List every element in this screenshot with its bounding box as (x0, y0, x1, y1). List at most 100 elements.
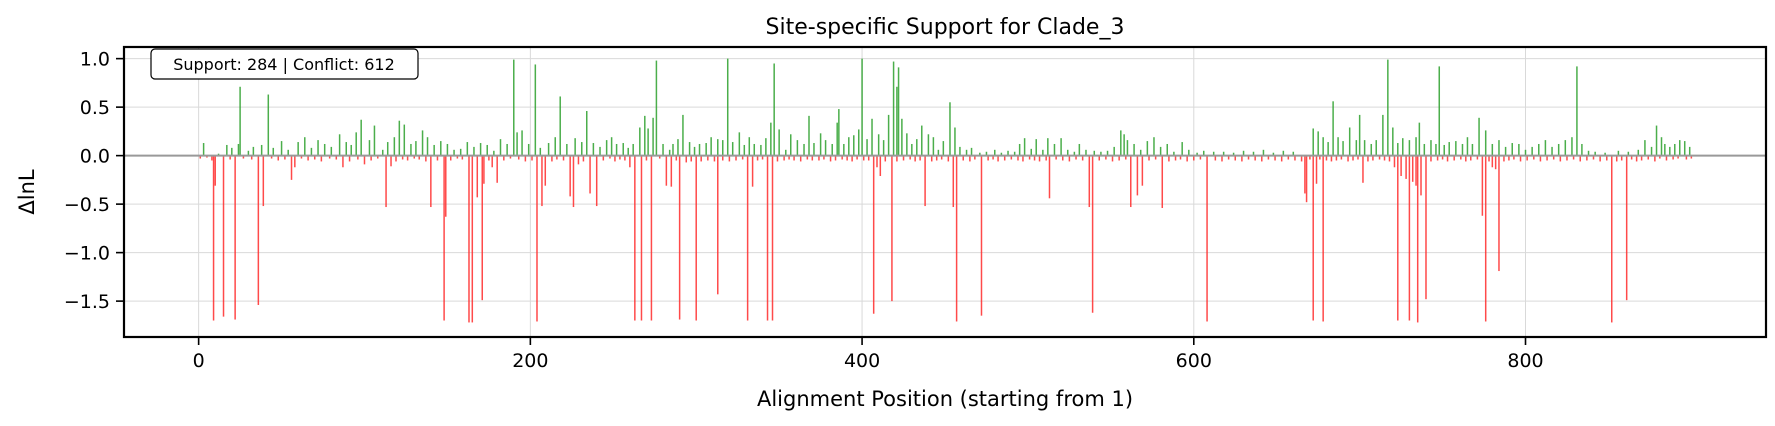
conflict-bar (722, 155, 724, 161)
conflict-bar (1620, 155, 1623, 161)
conflict-bar (1309, 155, 1311, 160)
conflict-bar (370, 155, 372, 161)
conflict-bar (413, 155, 415, 159)
conflict-bar (1367, 155, 1369, 162)
conflict-bar (645, 155, 648, 161)
support-bar (1392, 127, 1394, 156)
conflict-bar (834, 155, 837, 161)
support-bar (1358, 114, 1361, 156)
support-bar (853, 135, 855, 156)
annotation-text: Support: 284 | Conflict: 612 (173, 55, 395, 74)
support-bar (1106, 150, 1109, 156)
conflict-bar (1325, 155, 1328, 161)
conflict-bar (1081, 155, 1084, 161)
support-bar (615, 143, 618, 156)
support-bar (446, 143, 449, 156)
support-bar (267, 94, 270, 156)
conflict-bar (914, 155, 916, 162)
conflict-bar (700, 155, 702, 162)
support-bar (901, 118, 903, 156)
conflict-bar (867, 155, 870, 161)
conflict-bar (313, 155, 316, 160)
conflict-bar (1038, 155, 1041, 162)
support-bar (398, 120, 401, 156)
support-bar (486, 144, 488, 156)
conflict-bar (1322, 155, 1324, 322)
support-bar (813, 143, 815, 156)
conflict-bar (1048, 155, 1051, 199)
y-tick-label: −1.5 (64, 291, 110, 313)
support-bar (1348, 127, 1351, 156)
support-bar (1317, 131, 1319, 156)
conflict-bar (1347, 155, 1349, 162)
bars-layer (199, 58, 1693, 323)
support-bar (1571, 137, 1573, 156)
support-bar (677, 139, 679, 156)
support-bar (459, 148, 462, 156)
support-bar (831, 143, 833, 156)
support-bar (911, 143, 913, 156)
support-bar (479, 143, 482, 156)
support-bar (1060, 138, 1062, 156)
support-bar (731, 142, 734, 156)
support-bar (942, 141, 945, 156)
conflict-bar (717, 155, 719, 295)
conflict-bar (1372, 155, 1374, 161)
conflict-bar (1654, 155, 1656, 162)
support-bar (1478, 117, 1480, 156)
support-bar (773, 63, 775, 156)
conflict-bar (793, 155, 795, 161)
support-bar (877, 134, 880, 156)
conflict-bar (1481, 155, 1484, 216)
conflict-bar (1168, 155, 1170, 162)
support-bar (368, 140, 371, 156)
conflict-bar (947, 155, 950, 162)
annotation-frame (150, 48, 419, 80)
conflict-bar (1045, 155, 1047, 161)
conflict-bar (1513, 155, 1515, 160)
conflict-bar (1559, 155, 1562, 162)
support-bar (239, 86, 241, 156)
support-bar (1272, 152, 1275, 156)
y-tick-label: 0.0 (80, 146, 110, 168)
conflict-bar (1539, 155, 1542, 162)
support-bar (1133, 143, 1135, 156)
support-bar (1100, 151, 1102, 156)
support-bar (516, 132, 518, 156)
conflict-bar (1677, 155, 1679, 159)
conflict-bar (1274, 155, 1276, 161)
conflict-bar (1420, 155, 1422, 196)
conflict-bar (436, 155, 439, 161)
support-bar (639, 127, 641, 156)
conflict-bar (1519, 155, 1522, 162)
support-bar (1262, 149, 1265, 156)
conflict-bar (783, 155, 785, 161)
conflict-bar (640, 155, 643, 321)
support-bar (726, 58, 729, 156)
conflict-bar (935, 155, 938, 161)
conflict-bar (1267, 155, 1270, 160)
support-bar (559, 96, 561, 156)
conflict-bar (624, 155, 626, 161)
support-bar (1531, 146, 1533, 156)
support-bar (1627, 151, 1630, 156)
conflict-bar (496, 155, 498, 183)
conflict-bar (862, 155, 865, 161)
conflict-bar (1465, 155, 1467, 162)
conflict-bar (1068, 155, 1071, 162)
support-bar (1518, 143, 1520, 156)
support-bar (1252, 151, 1255, 156)
conflict-bar (531, 155, 533, 161)
conflict-bar (1214, 155, 1217, 161)
conflict-bar (609, 155, 611, 159)
support-bar (698, 143, 701, 156)
conflict-bar (1400, 155, 1402, 176)
support-bar (1660, 137, 1663, 156)
support-bar (1363, 140, 1366, 156)
support-bar (770, 122, 772, 156)
conflict-bar (974, 155, 976, 160)
conflict-bar (1586, 155, 1588, 161)
support-bar (1443, 144, 1445, 156)
support-bar (871, 118, 873, 156)
